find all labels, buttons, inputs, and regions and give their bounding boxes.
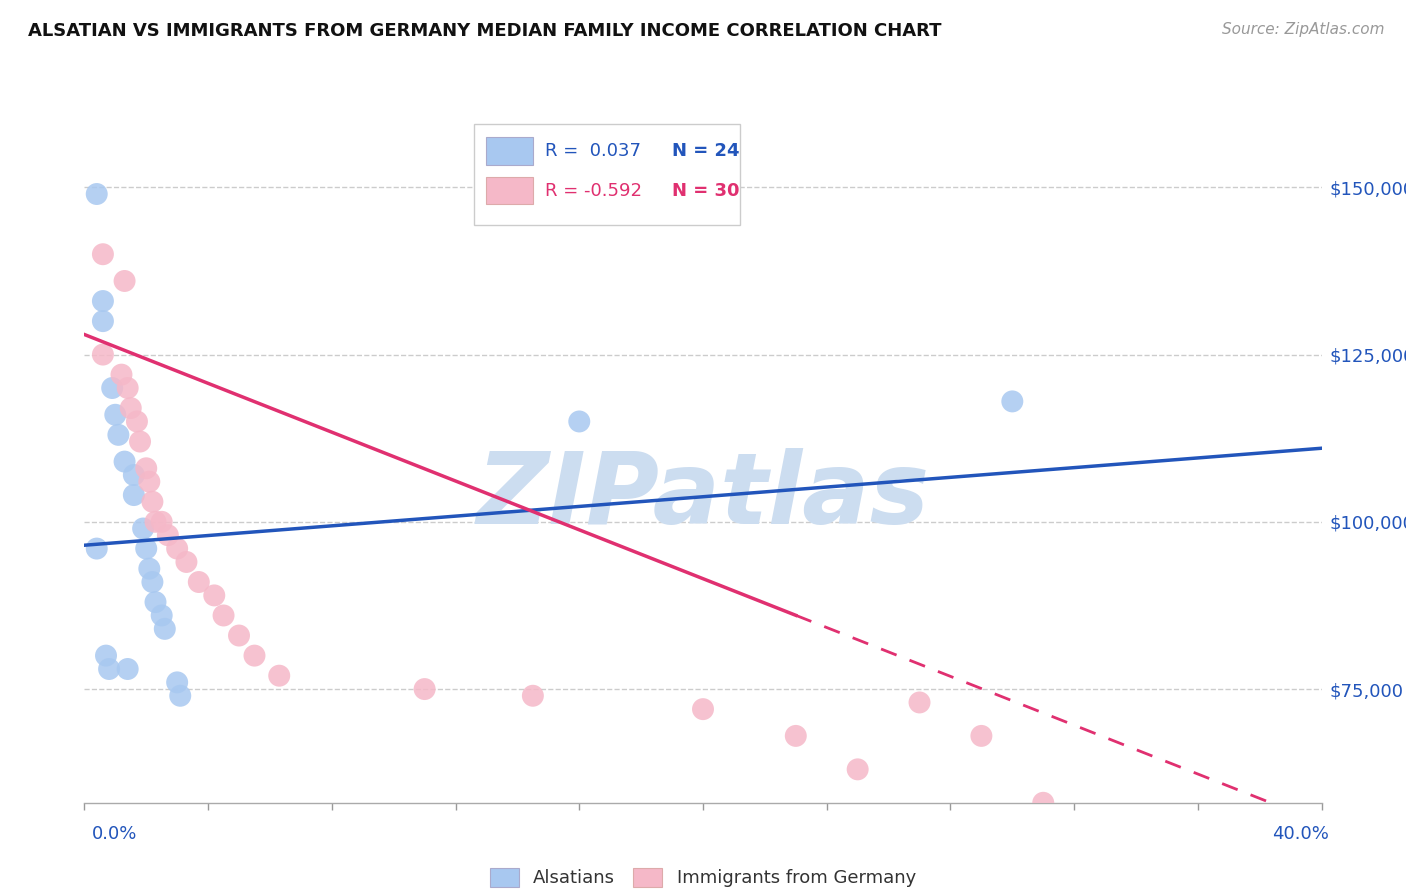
Point: [846, 762, 869, 776]
Point: [141, 494, 163, 508]
Point: [120, 401, 142, 416]
Text: Source: ZipAtlas.com: Source: ZipAtlas.com: [1222, 22, 1385, 37]
Point: [138, 562, 160, 576]
Point: [117, 381, 139, 395]
Point: [269, 669, 291, 683]
Point: [1032, 796, 1054, 810]
Point: [785, 729, 807, 743]
Point: [101, 381, 124, 395]
Point: [568, 414, 591, 428]
Point: [202, 589, 225, 603]
Point: [413, 681, 436, 696]
Point: [125, 414, 148, 428]
Legend: Alsatians, Immigrants from Germany: Alsatians, Immigrants from Germany: [482, 860, 924, 892]
Point: [141, 575, 163, 590]
FancyBboxPatch shape: [486, 177, 533, 204]
Point: [98, 662, 121, 676]
Point: [212, 608, 235, 623]
Point: [166, 541, 188, 556]
Point: [104, 408, 127, 422]
Text: ALSATIAN VS IMMIGRANTS FROM GERMANY MEDIAN FAMILY INCOME CORRELATION CHART: ALSATIAN VS IMMIGRANTS FROM GERMANY MEDI…: [28, 22, 942, 40]
Point: [107, 427, 129, 442]
Point: [970, 729, 993, 743]
Point: [138, 475, 160, 489]
Point: [176, 555, 198, 569]
Point: [114, 455, 136, 469]
Point: [156, 528, 179, 542]
Text: R = -0.592: R = -0.592: [544, 182, 641, 200]
Point: [135, 461, 157, 475]
FancyBboxPatch shape: [486, 137, 533, 165]
Text: ZIPatlas: ZIPatlas: [477, 448, 929, 545]
Point: [91, 293, 114, 308]
Point: [145, 595, 167, 609]
Point: [150, 515, 173, 529]
Point: [169, 689, 191, 703]
Text: N = 30: N = 30: [672, 182, 740, 200]
Point: [86, 187, 108, 202]
Point: [692, 702, 714, 716]
Point: [94, 648, 117, 663]
Text: R =  0.037: R = 0.037: [544, 142, 641, 160]
Point: [522, 689, 544, 703]
Point: [122, 488, 145, 502]
Point: [150, 608, 173, 623]
Text: N = 24: N = 24: [672, 142, 740, 160]
Point: [91, 247, 114, 261]
Point: [91, 314, 114, 328]
Point: [117, 662, 139, 676]
Point: [132, 521, 155, 535]
FancyBboxPatch shape: [474, 124, 740, 226]
Point: [243, 648, 266, 663]
Point: [153, 622, 176, 636]
Text: 40.0%: 40.0%: [1272, 825, 1329, 843]
Point: [86, 541, 108, 556]
Point: [1001, 394, 1024, 409]
Point: [145, 515, 167, 529]
Point: [135, 541, 157, 556]
Point: [122, 468, 145, 483]
Point: [110, 368, 132, 382]
Point: [91, 347, 114, 362]
Text: 0.0%: 0.0%: [91, 825, 136, 843]
Point: [114, 274, 136, 288]
Point: [187, 575, 209, 590]
Point: [129, 434, 152, 449]
Point: [908, 696, 931, 710]
Point: [166, 675, 188, 690]
Point: [228, 628, 250, 642]
